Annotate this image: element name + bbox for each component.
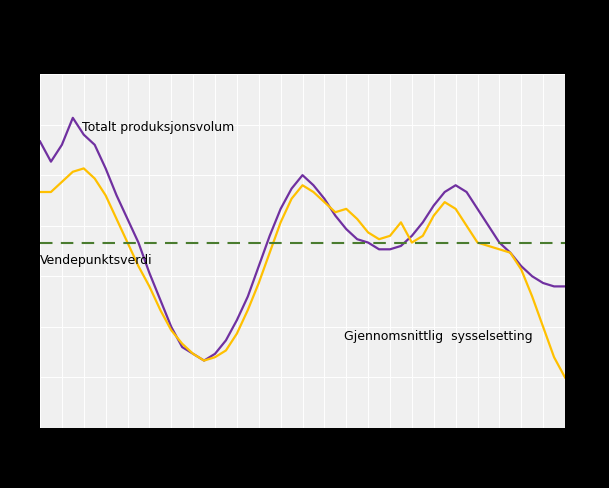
Text: Totalt produksjonsvolum: Totalt produksjonsvolum (82, 121, 234, 134)
Text: Gjennomsnittlig  sysselsetting: Gjennomsnittlig sysselsetting (345, 329, 533, 342)
Text: Vendepunktsverdi: Vendepunktsverdi (40, 253, 153, 266)
